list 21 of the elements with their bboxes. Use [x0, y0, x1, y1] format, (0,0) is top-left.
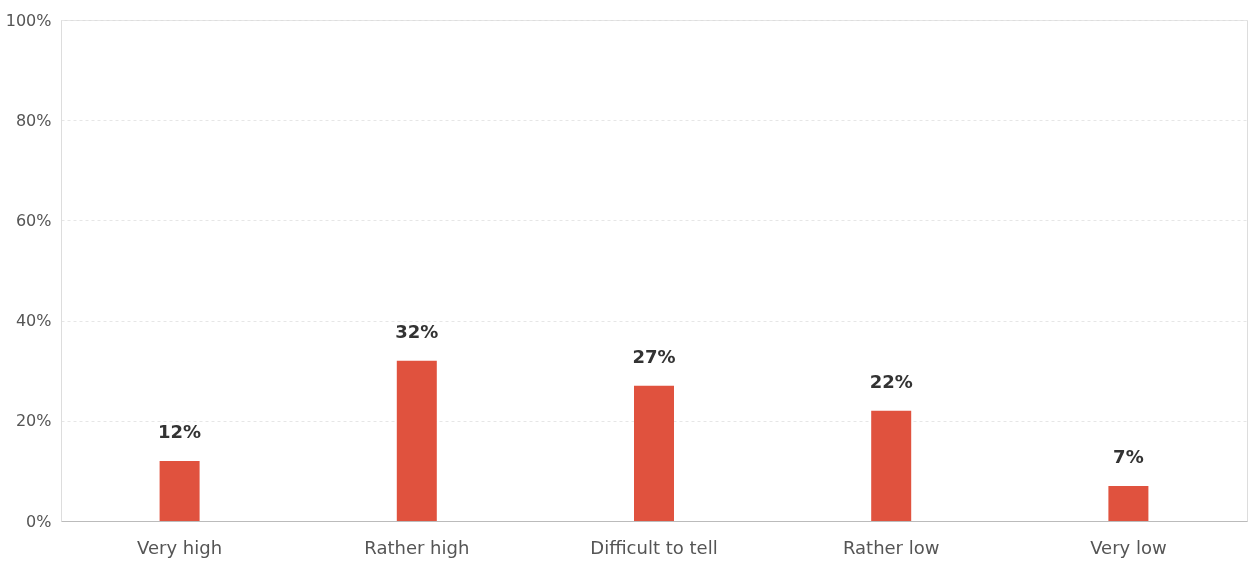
bar — [871, 410, 912, 521]
bar — [159, 460, 200, 521]
y-tick-label: 60% — [15, 210, 52, 230]
x-tick-label: Very high — [137, 536, 223, 558]
data-label: 7% — [1113, 445, 1144, 467]
y-tick-label: 20% — [15, 411, 52, 431]
data-label: 22% — [869, 370, 913, 392]
bar — [1108, 485, 1149, 521]
bar — [634, 385, 674, 521]
x-tick-label: Difficult to tell — [590, 536, 718, 558]
y-tick-label: 0% — [26, 511, 52, 531]
x-tick-label: Rather high — [364, 536, 470, 558]
y-tick-label: 80% — [15, 110, 52, 130]
x-tick-label: Rather low — [842, 536, 940, 558]
data-label: 27% — [632, 345, 676, 367]
x-tick-label: Very low — [1090, 536, 1167, 558]
data-label: 32% — [395, 320, 439, 342]
y-tick-label: 100% — [5, 10, 52, 30]
data-label: 12% — [158, 420, 202, 442]
y-tick-label: 40% — [15, 311, 52, 331]
bar — [396, 360, 437, 521]
